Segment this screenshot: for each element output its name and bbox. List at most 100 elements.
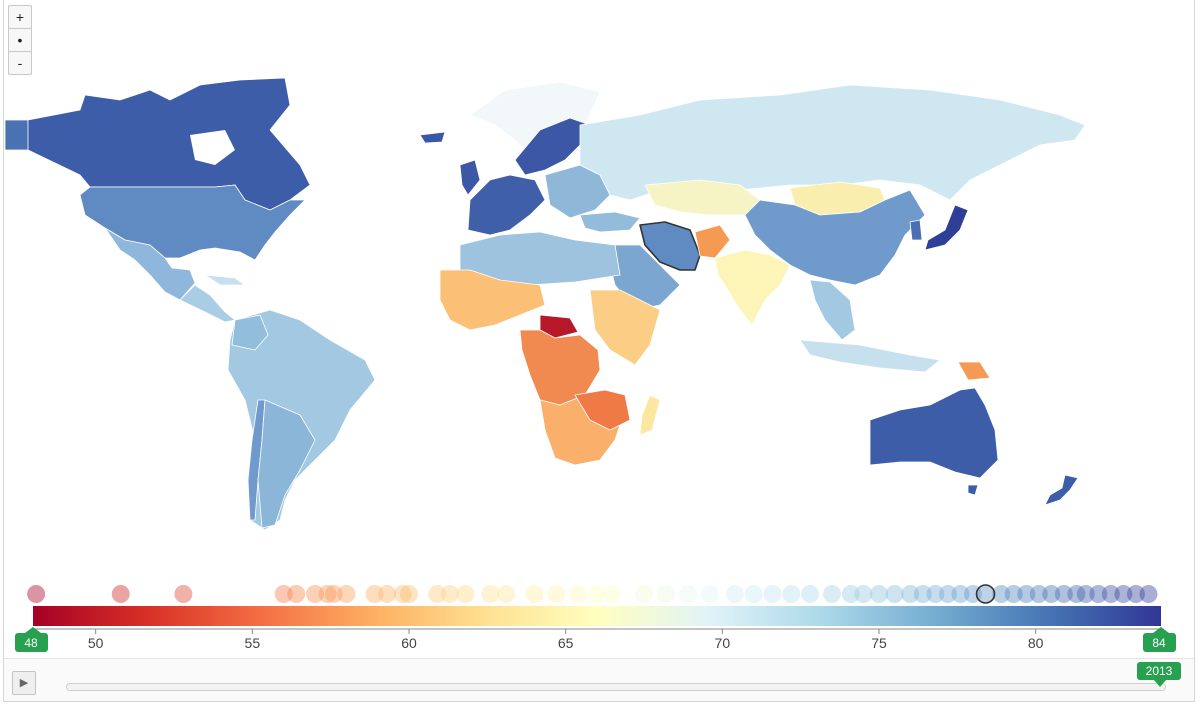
country-turkey[interactable] (579, 211, 641, 233)
distribution-dot[interactable] (1042, 585, 1061, 603)
region-western-europe[interactable] (467, 174, 546, 236)
country-iran[interactable] (639, 221, 701, 271)
distribution-dot[interactable] (782, 585, 801, 603)
distribution-dot[interactable] (854, 585, 873, 603)
country-uk[interactable] (459, 159, 481, 196)
distribution-dot[interactable] (1089, 585, 1108, 603)
distribution-dot[interactable] (337, 585, 356, 603)
distribution-dot[interactable] (901, 585, 920, 603)
distribution-dot[interactable] (841, 585, 860, 603)
play-button[interactable]: ▶ (12, 671, 36, 695)
distribution-dot[interactable] (763, 585, 782, 603)
legend-tick-label: 60 (401, 635, 417, 651)
timeline-track[interactable] (66, 683, 1166, 691)
distribution-dot[interactable] (111, 585, 130, 603)
distribution-dot[interactable] (481, 585, 500, 603)
distribution-dot[interactable] (1067, 585, 1086, 603)
country-russia[interactable] (579, 84, 1086, 201)
country-korea[interactable] (909, 219, 923, 241)
country-new-zealand[interactable] (1044, 474, 1079, 506)
region-indonesia[interactable] (799, 339, 941, 373)
distribution-dot[interactable] (725, 585, 744, 603)
distribution-dot[interactable] (274, 585, 293, 603)
zoom-reset-button[interactable]: • (9, 29, 31, 52)
region-southeast-asia[interactable] (809, 279, 856, 341)
distribution-dot[interactable] (318, 585, 337, 603)
distribution-dot[interactable] (885, 585, 904, 603)
distribution-dot[interactable] (440, 585, 459, 603)
distribution-dot[interactable] (588, 585, 606, 603)
country-tasmania[interactable] (967, 484, 979, 496)
max-handle-pointer (1153, 627, 1169, 633)
distribution-dot[interactable] (1029, 585, 1048, 603)
distribution-dot[interactable] (1139, 585, 1158, 603)
distribution-dot[interactable] (801, 585, 820, 603)
country-japan[interactable] (924, 204, 969, 251)
distribution-dot[interactable] (365, 585, 384, 603)
country-madagascar[interactable] (639, 394, 661, 436)
country-mexico[interactable] (104, 227, 196, 301)
min-handle[interactable]: 48 (15, 627, 48, 652)
world-map[interactable] (0, 70, 1195, 540)
country-alaska[interactable] (4, 119, 31, 151)
distribution-dot[interactable] (378, 585, 397, 603)
zoom-in-button[interactable]: + (9, 6, 31, 29)
highlighted-dot[interactable] (975, 584, 996, 604)
distribution-dot[interactable] (744, 585, 763, 603)
distribution-dot[interactable] (926, 585, 945, 603)
distribution-dot[interactable] (1126, 585, 1145, 603)
country-papua-new-guinea[interactable] (957, 361, 991, 381)
distribution-dot[interactable] (497, 585, 516, 603)
country-australia[interactable] (869, 387, 999, 479)
country-argentina[interactable] (257, 399, 316, 529)
legend-gradient-bar (33, 606, 1161, 626)
region-west-africa[interactable] (439, 269, 546, 331)
distribution-dot[interactable] (174, 585, 193, 603)
region-central-africa[interactable] (519, 329, 601, 406)
country-central-african-republic[interactable] (539, 314, 579, 339)
year-badge[interactable]: 2013 (1137, 662, 1181, 680)
country-cuba[interactable] (204, 274, 246, 286)
distribution-dot[interactable] (547, 585, 566, 603)
distribution-dot[interactable] (324, 585, 343, 603)
max-handle[interactable]: 84 (1143, 627, 1176, 652)
distribution-dot[interactable] (1017, 585, 1036, 603)
distribution-dot[interactable] (635, 585, 653, 603)
distribution-dot[interactable] (400, 585, 418, 603)
country-colombia[interactable] (231, 314, 269, 351)
distribution-dot[interactable] (951, 585, 970, 603)
distribution-dot[interactable] (678, 585, 697, 603)
distribution-dot[interactable] (1101, 585, 1120, 603)
region-mozambique-zambia[interactable] (574, 389, 631, 431)
distribution-dot[interactable] (306, 585, 324, 603)
country-iceland[interactable] (419, 131, 446, 144)
distribution-dot[interactable] (525, 585, 544, 603)
distribution-dot[interactable] (456, 585, 475, 603)
region-central-america[interactable] (179, 284, 236, 323)
distribution-dot[interactable] (823, 585, 841, 603)
distribution-dot[interactable] (428, 585, 447, 603)
distribution-dot[interactable] (287, 585, 306, 603)
distribution-dot[interactable] (393, 585, 412, 603)
distribution-dot[interactable] (1004, 585, 1023, 603)
year-pointer (1154, 680, 1166, 687)
country-afghanistan[interactable] (694, 224, 731, 259)
distribution-dot[interactable] (27, 585, 46, 603)
distribution-dot[interactable] (700, 585, 719, 603)
distribution-dot[interactable] (913, 585, 932, 603)
distribution-dot[interactable] (1076, 585, 1095, 603)
min-handle-pointer (25, 627, 41, 633)
distribution-dot[interactable] (656, 585, 675, 603)
region-east-africa[interactable] (589, 289, 661, 366)
distribution-dot[interactable] (938, 585, 957, 603)
distribution-dot[interactable] (976, 585, 995, 603)
distribution-dot[interactable] (603, 585, 622, 603)
zoom-out-button[interactable]: - (17, 55, 23, 71)
country-china[interactable] (744, 189, 926, 286)
country-india[interactable] (714, 249, 791, 326)
distribution-dot[interactable] (1054, 585, 1073, 603)
distribution-dot[interactable] (992, 585, 1011, 603)
distribution-dot[interactable] (870, 585, 888, 603)
distribution-dot[interactable] (1114, 585, 1133, 603)
distribution-dot[interactable] (569, 585, 588, 603)
